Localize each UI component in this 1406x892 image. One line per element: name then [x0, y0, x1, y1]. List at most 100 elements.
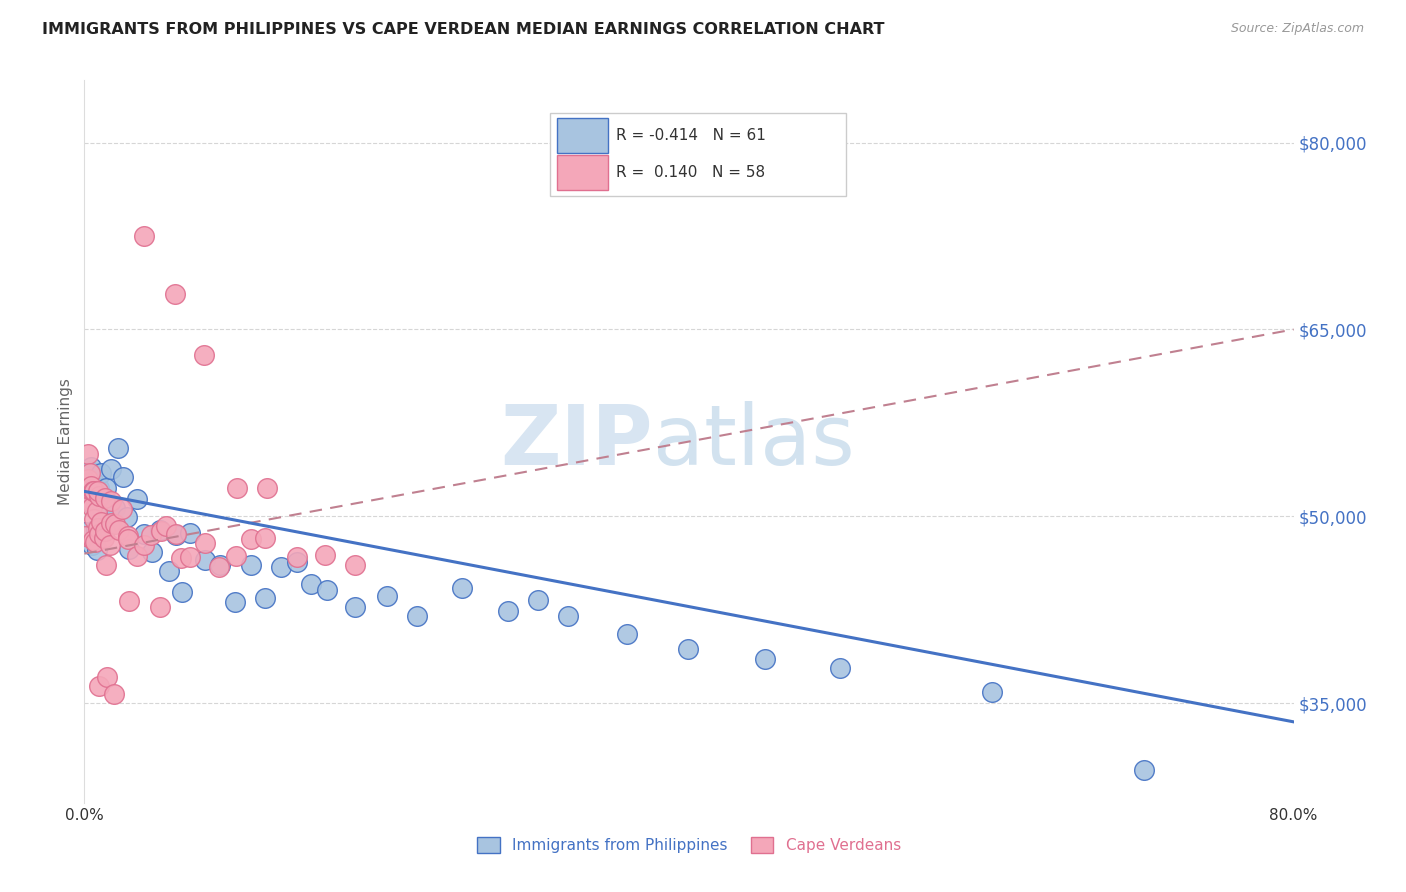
Point	[100, 493, 122, 508]
Point	[79, 464, 101, 478]
Point	[179, 526, 201, 541]
Point	[754, 651, 776, 665]
Point	[107, 523, 129, 537]
Point	[225, 549, 247, 563]
Point	[82, 480, 104, 494]
Point	[125, 549, 148, 564]
Point	[254, 531, 277, 545]
Point	[117, 528, 139, 542]
Point	[84, 535, 107, 549]
Point	[239, 532, 262, 546]
Point	[285, 549, 308, 564]
Point	[170, 551, 193, 566]
Point	[118, 541, 141, 556]
Point	[148, 523, 170, 537]
Point	[79, 491, 101, 506]
Point	[96, 507, 118, 521]
Point	[980, 685, 1002, 699]
Point	[90, 515, 112, 529]
Point	[75, 525, 97, 540]
Text: Source: ZipAtlas.com: Source: ZipAtlas.com	[1230, 22, 1364, 36]
Point	[89, 481, 111, 495]
Point	[82, 475, 104, 489]
Point	[111, 470, 134, 484]
Point	[344, 599, 367, 614]
Point	[94, 491, 117, 506]
Y-axis label: Median Earnings: Median Earnings	[58, 378, 73, 505]
Point	[97, 507, 120, 521]
Point	[616, 626, 638, 640]
Point	[87, 483, 110, 498]
Point	[82, 483, 104, 498]
Point	[80, 497, 103, 511]
Point	[104, 500, 127, 515]
Point	[134, 229, 156, 244]
Point	[79, 467, 101, 481]
Point	[107, 441, 129, 455]
Point	[100, 461, 122, 475]
Point	[84, 484, 107, 499]
Point	[1132, 764, 1154, 778]
Point	[93, 524, 115, 538]
Point	[115, 510, 138, 524]
Point	[451, 582, 474, 596]
Point	[405, 608, 427, 623]
Text: ZIP: ZIP	[501, 401, 652, 482]
Point	[314, 548, 336, 562]
Point	[111, 501, 134, 516]
FancyBboxPatch shape	[557, 118, 607, 153]
Point	[79, 478, 101, 492]
Point	[91, 502, 114, 516]
Point	[194, 536, 217, 550]
Point	[193, 348, 215, 362]
Point	[157, 564, 180, 578]
Point	[165, 527, 187, 541]
Point	[86, 504, 108, 518]
Point	[104, 517, 127, 532]
Point	[127, 492, 149, 507]
Point	[141, 544, 163, 558]
Point	[100, 516, 122, 530]
Text: R =  0.140   N = 58: R = 0.140 N = 58	[616, 165, 765, 180]
Point	[163, 286, 186, 301]
Point	[676, 641, 699, 656]
Text: atlas: atlas	[652, 401, 855, 482]
Point	[377, 589, 399, 603]
Point	[103, 687, 125, 701]
Point	[98, 538, 121, 552]
Legend: Immigrants from Philippines, Cape Verdeans: Immigrants from Philippines, Cape Verdea…	[477, 837, 901, 853]
Point	[830, 661, 852, 675]
Point	[90, 466, 112, 480]
Point	[93, 531, 115, 545]
Point	[87, 521, 110, 535]
Point	[117, 594, 139, 608]
Point	[93, 524, 115, 538]
Point	[84, 533, 107, 547]
Point	[527, 592, 550, 607]
Point	[496, 604, 519, 618]
Point	[89, 502, 111, 516]
Point	[254, 591, 277, 605]
Text: R = -0.414   N = 61: R = -0.414 N = 61	[616, 128, 766, 143]
Point	[87, 679, 110, 693]
Point	[117, 532, 139, 546]
Point	[86, 542, 108, 557]
Point	[77, 471, 100, 485]
Point	[224, 595, 246, 609]
Point	[83, 483, 105, 498]
Point	[194, 553, 217, 567]
Point	[80, 538, 103, 552]
Point	[299, 577, 322, 591]
Point	[170, 585, 193, 599]
Text: IMMIGRANTS FROM PHILIPPINES VS CAPE VERDEAN MEDIAN EARNINGS CORRELATION CHART: IMMIGRANTS FROM PHILIPPINES VS CAPE VERD…	[42, 22, 884, 37]
Point	[87, 498, 110, 512]
Point	[240, 558, 263, 573]
Point	[77, 470, 100, 484]
Point	[94, 558, 117, 572]
Point	[96, 670, 118, 684]
Point	[557, 608, 579, 623]
Point	[155, 519, 177, 533]
Point	[344, 558, 367, 573]
Point	[150, 524, 173, 538]
Point	[84, 522, 107, 536]
